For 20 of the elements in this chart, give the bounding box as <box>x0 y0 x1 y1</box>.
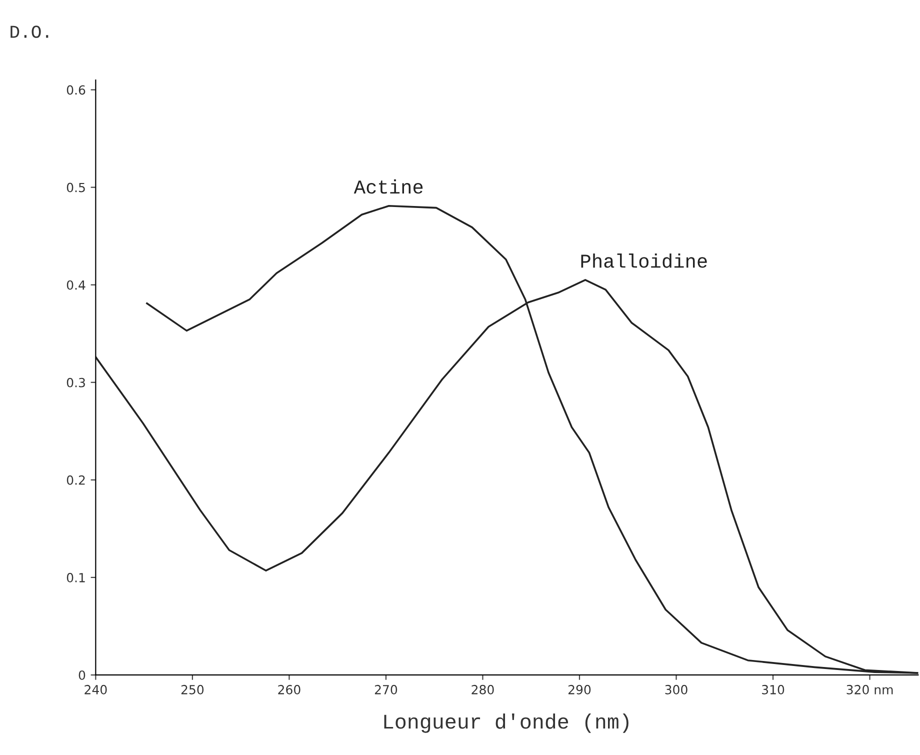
x-tick-label: 270 <box>374 684 398 694</box>
y-tick-label: 0.2 <box>66 475 85 485</box>
x-tick-label: 240 <box>84 684 107 694</box>
x-tick-label: 260 <box>278 684 300 694</box>
x-axis-title: Longueur d'onde (nm) <box>384 713 628 733</box>
x-tick-label: 280 <box>472 684 494 694</box>
x-tick-label: 320 nm <box>846 684 893 694</box>
y-tick-label: 0 <box>78 670 86 680</box>
x-tick-label: 290 <box>568 684 591 694</box>
y-tick-label: 0.5 <box>66 182 85 192</box>
x-tick-label: 250 <box>181 684 204 694</box>
x-tick-label: 300 <box>665 684 688 694</box>
y-tick-label: 0.6 <box>66 85 86 95</box>
series-label: Phalloidine <box>581 254 707 268</box>
x-tick-label: 310 <box>762 684 784 694</box>
y-tick-label: 0.4 <box>66 280 86 290</box>
y-tick-label: 0.1 <box>66 572 85 582</box>
y-tick-label: 0.3 <box>66 378 85 388</box>
series-label: Actine <box>354 179 423 194</box>
y-axis-title: D.O. <box>10 26 48 38</box>
